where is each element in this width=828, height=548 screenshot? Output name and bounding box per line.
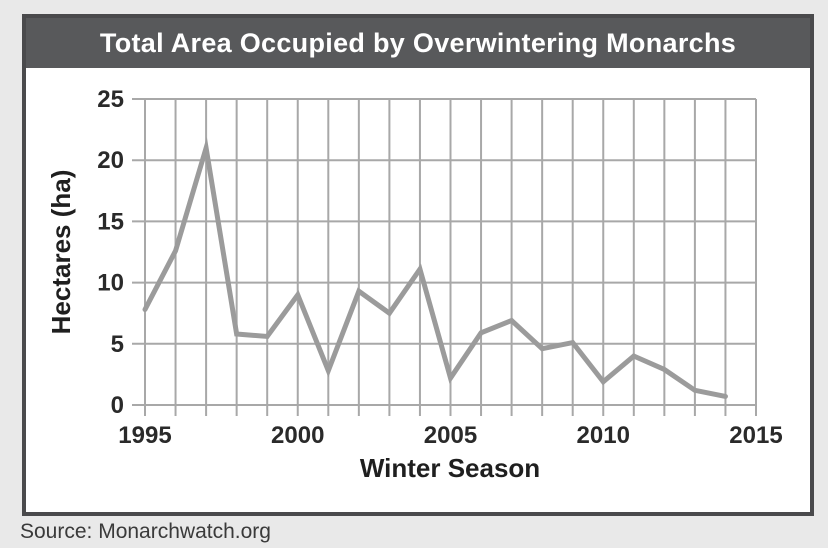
x-tick-label-2000: 2000 <box>271 422 324 449</box>
y-tick-label-0: 0 <box>111 392 124 419</box>
x-tick-label-2015: 2015 <box>729 422 782 449</box>
y-tick-label-5: 5 <box>111 331 124 358</box>
chart-title-bar: Total Area Occupied by Overwintering Mon… <box>26 18 810 68</box>
y-tick-label-15: 15 <box>97 208 124 235</box>
chart-frame: Total Area Occupied by Overwintering Mon… <box>22 14 814 516</box>
y-tick-label-25: 25 <box>97 86 124 113</box>
x-tick-label-2005: 2005 <box>424 422 477 449</box>
monarch-area-line <box>142 136 728 399</box>
x-tick-label-1995: 1995 <box>118 422 171 449</box>
plot-svg: Hectares (ha) Winter Season 0 5 10 15 20 25 19… <box>46 86 783 483</box>
chart-title: Total Area Occupied by Overwintering Mon… <box>99 27 737 58</box>
y-tick-label-10: 10 <box>97 270 124 297</box>
y-tick-label-20: 20 <box>97 147 124 174</box>
y-axis-title: Hectares (ha) <box>46 170 76 335</box>
x-tick-label-2010: 2010 <box>577 422 630 449</box>
x-axis-title: Winter Season <box>360 453 540 483</box>
source-note: Source: Monarchwatch.org <box>20 520 271 543</box>
